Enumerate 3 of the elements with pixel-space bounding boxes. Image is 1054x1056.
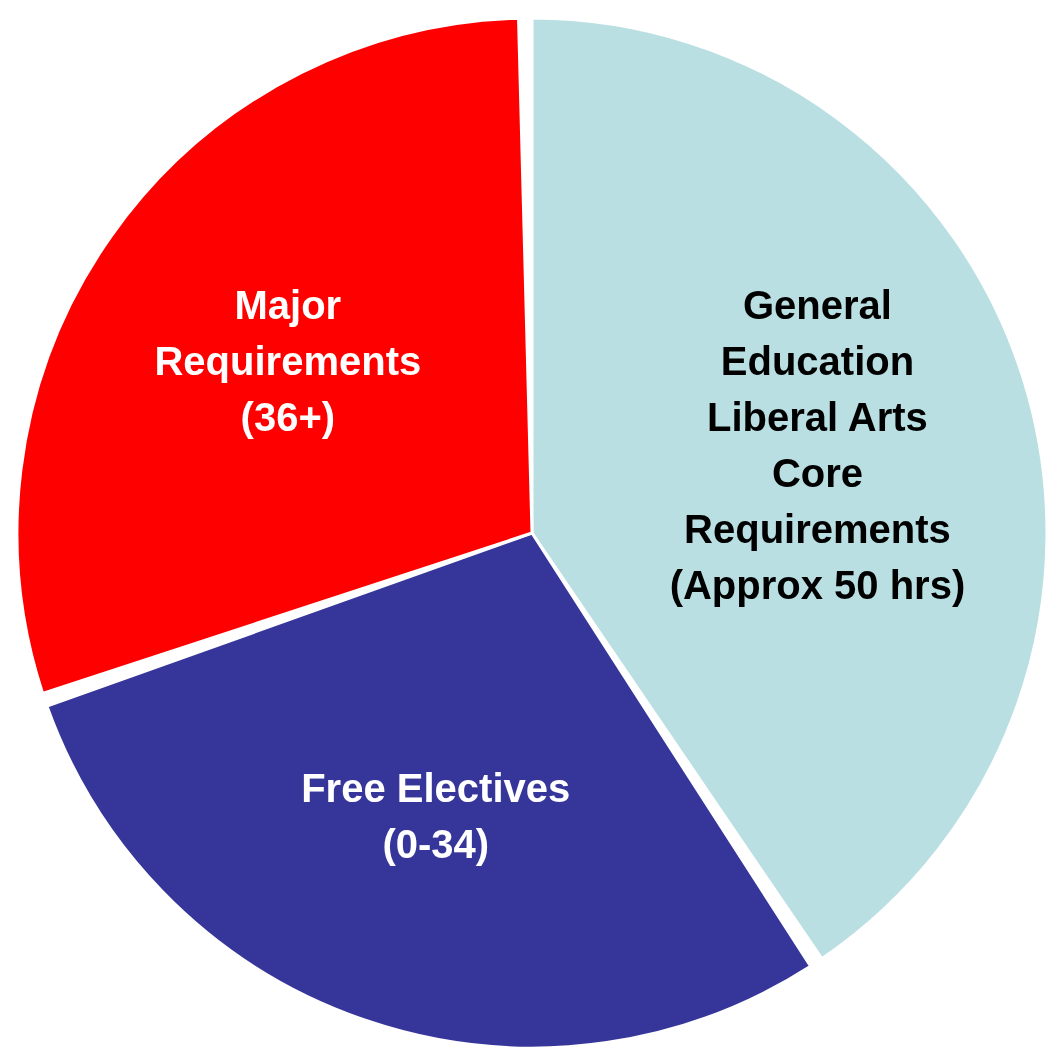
slice-label: General Education Liberal Arts Core Requirements (Approx 50 hrs): [669, 283, 966, 608]
slice-label: Major Requirements (36+): [154, 282, 422, 439]
slice-label: Free Electives (0-34): [301, 765, 571, 866]
